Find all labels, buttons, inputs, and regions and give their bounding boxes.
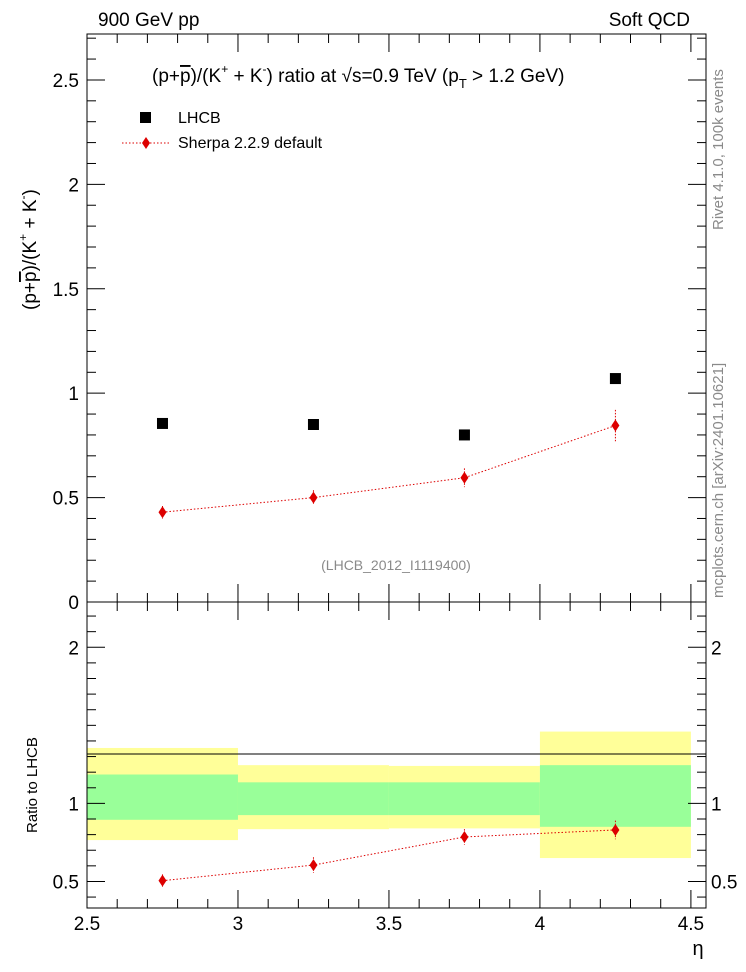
- title-s: s=0.9 TeV (p: [352, 66, 459, 87]
- x-tick-label: 2.5: [74, 914, 100, 935]
- ylabel-minus: -: [16, 195, 30, 199]
- legend-sherpa-marker: [142, 137, 150, 149]
- ylabel-plus: +: [16, 234, 30, 241]
- main-y-tick-label: 0.5: [53, 489, 79, 510]
- ratio-panel: 0.5 0.5 1 1 2 2 2.5 3 3.5 4 4.5 Ratio to LHCB η: [24, 601, 738, 960]
- sherpa-point: [158, 506, 167, 519]
- lhcb-point: [156, 417, 168, 429]
- ratio-frame: [86, 601, 707, 909]
- title-part-e: > 1.2 GeV): [467, 66, 565, 87]
- chart-title: (p+p)/(K+ + K-) ratio at √s=0.9 TeV (pT …: [152, 62, 564, 91]
- ratio-data: [158, 820, 620, 887]
- ylabel-c: + K: [20, 199, 41, 234]
- main-ticks: [86, 34, 706, 603]
- mcplots-label: mcplots.cern.ch [arXiv:2401.10621]: [710, 363, 727, 598]
- lhcb-point: [307, 419, 319, 430]
- main-y-tick-label: 1.5: [53, 280, 79, 301]
- header-left: 900 GeV pp: [98, 10, 199, 31]
- main-y-tick-label: 0: [68, 593, 79, 614]
- title-part-c: + K: [228, 66, 263, 87]
- ratio-y-tick-label: 1: [68, 794, 79, 815]
- main-y-tick-labels: 0 0.5 1 1.5 2 2.5: [53, 71, 79, 614]
- ratio-band-green: [388, 782, 540, 816]
- title-plus: +: [221, 62, 228, 76]
- title-part-b: )/(K: [191, 66, 222, 87]
- ratio-ticks: [86, 602, 706, 908]
- ylabel-pbar: p: [20, 271, 41, 282]
- sherpa-point: [460, 471, 469, 484]
- legend-sherpa-label: Sherpa 2.2.9 default: [178, 135, 323, 152]
- ratio-sherpa-point: [309, 859, 318, 872]
- ratio-y-tick-label: 0.5: [53, 872, 79, 893]
- lhcb-point: [458, 429, 470, 441]
- ratio-y-tick-label: 2: [68, 638, 79, 659]
- x-axis-label: η: [692, 938, 703, 960]
- legend-lhcb-marker: [140, 112, 151, 123]
- sherpa-line: [162, 425, 616, 513]
- title-part-d: ) ratio at: [267, 66, 342, 87]
- title-pbar: p: [180, 66, 191, 87]
- ratio-y-axis-label: Ratio to LHCB: [24, 737, 41, 833]
- ratio-sherpa-point: [158, 874, 167, 887]
- main-data: [156, 373, 621, 519]
- x-tick-label: 3.5: [376, 914, 402, 935]
- ratio-sherpa-line: [162, 829, 616, 882]
- title-minus: -: [263, 62, 267, 76]
- legend: LHCB Sherpa 2.2.9 default: [122, 110, 323, 152]
- title-sqrt: √: [342, 66, 353, 87]
- ylabel-d: ): [20, 189, 41, 195]
- main-y-tick-label: 2.5: [53, 71, 79, 92]
- header-right: Soft QCD: [609, 10, 690, 31]
- ratio-band-green: [87, 774, 238, 820]
- rivet-label: Rivet 4.1.0, 100k events: [710, 69, 727, 230]
- ratio-band-green: [539, 765, 691, 827]
- ratio-bands: [87, 731, 691, 859]
- ratio-y-tick-label-right: 0.5: [711, 872, 737, 893]
- x-tick-label: 3: [233, 914, 244, 935]
- analysis-watermark: (LHCB_2012_I1119400): [321, 557, 471, 573]
- main-panel: 00.511.522.5 (p+p)/(K+ + K-) ratio at √s…: [16, 33, 707, 614]
- ratio-y-tick-label-right: 1: [711, 794, 722, 815]
- x-tick-label: 4.5: [678, 914, 704, 935]
- legend-lhcb-label: LHCB: [178, 110, 221, 127]
- ratio-band-green: [237, 782, 389, 816]
- ylabel-b: )/(K: [20, 240, 41, 271]
- ylabel-a: (p+: [20, 282, 41, 310]
- title-part-a: (p+: [152, 66, 180, 87]
- sherpa-point: [309, 491, 318, 504]
- x-tick-label: 4: [535, 914, 546, 935]
- ratio-tick-labels: 0.5 0.5 1 1 2 2 2.5 3 3.5 4 4.5: [53, 638, 738, 935]
- main-y-tick-label: 1: [68, 384, 79, 405]
- ratio-sherpa-point: [460, 830, 469, 843]
- sherpa-point: [611, 419, 620, 432]
- main-y-tick-label: 2: [68, 175, 79, 196]
- lhcb-point: [609, 373, 621, 385]
- title-T: T: [459, 76, 467, 91]
- ratio-y-tick-label-right: 2: [711, 638, 722, 659]
- ratio-sherpa-point: [611, 823, 620, 836]
- main-y-axis-label: (p+p)/(K+ + K-): [16, 189, 41, 310]
